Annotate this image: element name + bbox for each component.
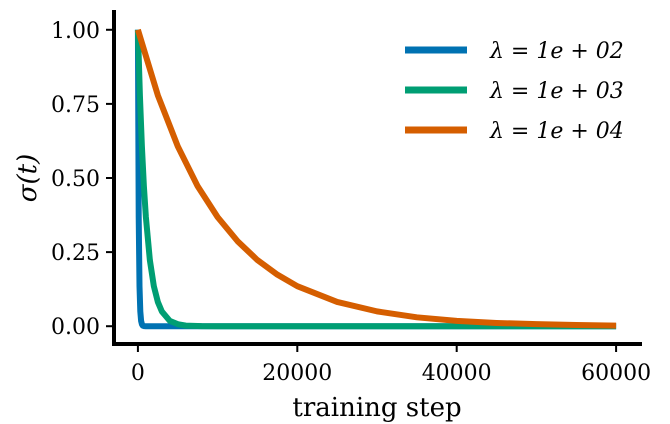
series-line-1	[134, 29, 617, 330]
legend: λ = 1e + 02 λ = 1e + 03 λ = 1e + 04	[405, 39, 624, 144]
y-tick-label: 0.75	[51, 93, 100, 118]
series-line-2	[134, 29, 617, 330]
y-tick-label: 0.25	[51, 241, 100, 266]
legend-label-2: λ = 1e + 03	[489, 79, 624, 104]
legend-label-3: λ = 1e + 04	[489, 119, 624, 144]
x-tick-label: 0	[131, 361, 145, 386]
y-axis-ticks: 0.00 0.25 0.50 0.75 1.00	[51, 19, 114, 340]
x-tick-label: 20000	[262, 361, 332, 386]
x-tick-label: 60000	[581, 361, 651, 386]
x-tick-label: 40000	[422, 361, 492, 386]
x-axis-ticks: 0 20000 40000 60000	[131, 344, 651, 386]
y-axis-title: σ(t)	[13, 154, 43, 202]
legend-label-1: λ = 1e + 02	[489, 39, 624, 64]
y-tick-label: 1.00	[51, 19, 100, 44]
x-axis-title: training step	[292, 393, 461, 423]
y-tick-label: 0.50	[51, 167, 100, 192]
series-line-3	[135, 28, 617, 329]
series-lines	[134, 28, 617, 330]
y-tick-label: 0.00	[51, 315, 100, 340]
